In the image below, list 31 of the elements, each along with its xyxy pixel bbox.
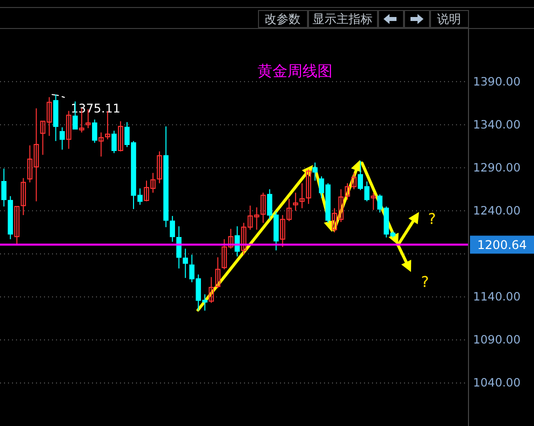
candlestick — [312, 162, 318, 182]
candlestick — [208, 276, 214, 304]
ref-line-label: 1200.64 — [477, 238, 527, 252]
y-tick-label: 1140.00 — [473, 290, 521, 304]
candlestick — [292, 192, 298, 212]
candlestick — [66, 110, 72, 150]
candlestick — [92, 119, 98, 144]
annotation: ? — [421, 273, 429, 291]
candlestick — [60, 126, 65, 150]
annotation: ? — [428, 210, 436, 228]
candlestick — [1, 168, 6, 207]
text: 说明 — [437, 12, 461, 26]
text: 黄金周线图 — [258, 62, 332, 80]
candlestick — [14, 206, 20, 246]
y-tick-label: 1040.00 — [473, 376, 521, 390]
candlestick — [260, 192, 266, 224]
candlestick — [118, 120, 124, 152]
candlestick — [98, 132, 104, 158]
y-tick-label: 1390.00 — [473, 74, 521, 88]
text: 改参数 — [264, 12, 300, 26]
text: 显示主指标 — [312, 12, 372, 26]
y-tick-label: 1340.00 — [473, 117, 521, 132]
y-tick-label: 1290.00 — [473, 160, 521, 174]
candlestick — [215, 256, 220, 289]
candlestick — [370, 192, 376, 210]
y-tick-label: 1240.00 — [473, 203, 521, 218]
candlestick — [156, 150, 162, 184]
candlestick — [234, 226, 240, 257]
candlestick — [111, 130, 117, 154]
y-tick-label: 1090.00 — [473, 332, 521, 347]
candlestick — [20, 178, 26, 216]
